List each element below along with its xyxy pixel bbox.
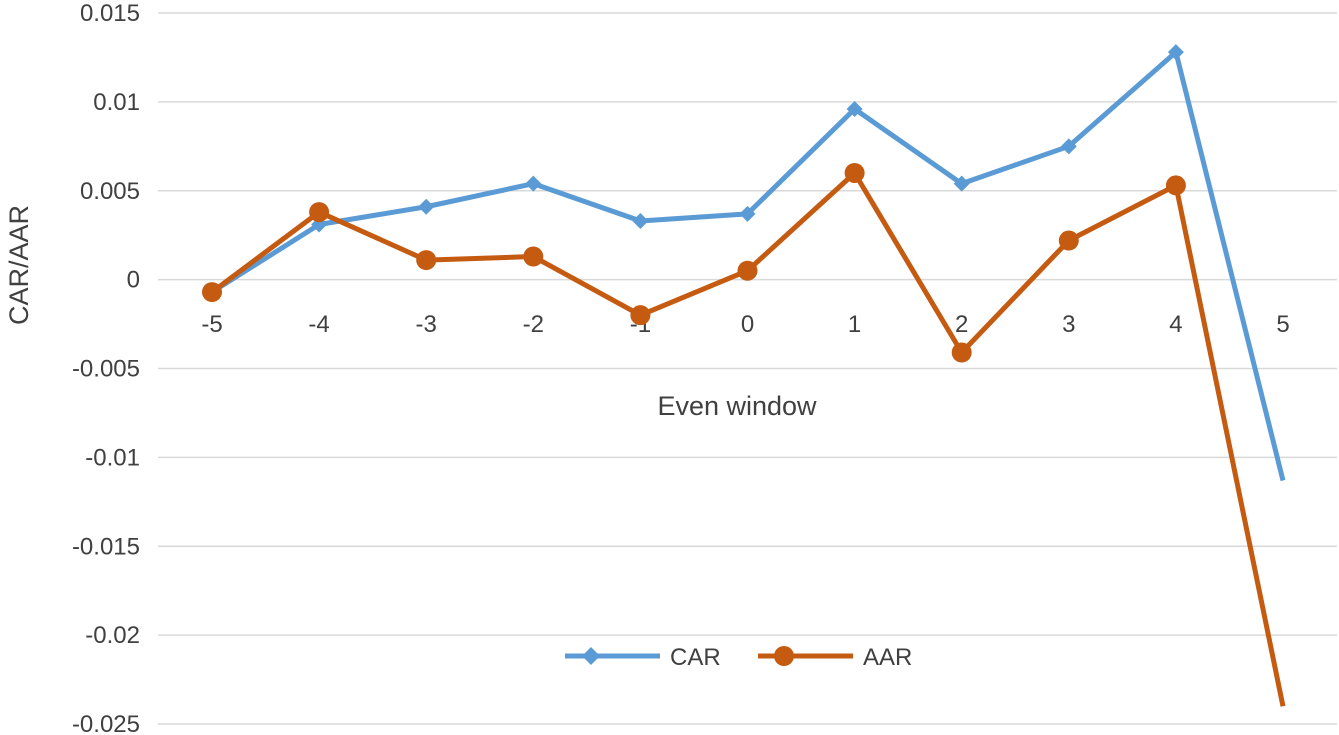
legend-marker xyxy=(582,647,600,665)
x-axis-label: Even window xyxy=(657,391,817,421)
data-point-car xyxy=(525,175,542,192)
data-point-car xyxy=(1167,44,1184,61)
legend-label: AAR xyxy=(863,644,912,671)
legend: CAR AAR xyxy=(565,644,912,671)
gridlines xyxy=(158,12,1337,725)
y-tick-label: -0.01 xyxy=(85,444,140,471)
data-point-car xyxy=(632,212,649,229)
data-point-aar xyxy=(523,246,544,267)
y-tick-label: 0.005 xyxy=(80,178,140,205)
data-point-aar xyxy=(844,162,865,183)
y-tick-label: -0.005 xyxy=(72,356,140,383)
x-tick-label: -5 xyxy=(201,311,222,338)
data-point-aar xyxy=(951,342,972,363)
x-tick-label: -4 xyxy=(308,311,329,338)
x-tick-label: 0 xyxy=(741,311,754,338)
y-tick-labels: 0.015 0.01 0.005 0 -0.005 -0.01 -0.015 -0.02 -0.… xyxy=(72,0,140,735)
x-tick-label: 4 xyxy=(1169,311,1182,338)
y-tick-label: 0.01 xyxy=(93,89,140,116)
y-tick-label: 0 xyxy=(127,267,140,294)
legend-item-car: CAR xyxy=(565,644,721,671)
data-point-car xyxy=(953,175,970,192)
legend-marker xyxy=(774,646,794,666)
x-tick-label: 2 xyxy=(955,311,968,338)
data-point-car xyxy=(739,205,756,222)
y-axis-label: CAR/AAR xyxy=(4,205,34,325)
y-tick-label: -0.015 xyxy=(72,533,140,560)
data-point-car xyxy=(846,100,863,117)
data-point-aar xyxy=(416,250,437,271)
data-point-aar xyxy=(630,305,651,326)
data-point-aar xyxy=(1165,175,1186,196)
y-tick-label: -0.02 xyxy=(85,622,140,649)
data-point-car xyxy=(418,198,435,215)
data-point-aar xyxy=(737,260,758,281)
x-tick-label: -2 xyxy=(523,311,544,338)
data-point-aar xyxy=(309,202,330,223)
y-tick-label: -0.025 xyxy=(72,711,140,735)
series-lines xyxy=(202,44,1286,707)
data-point-car xyxy=(1060,138,1077,155)
x-tick-label: 1 xyxy=(848,311,861,338)
legend-item-aar: AAR xyxy=(758,644,912,671)
x-tick-labels: -5-4-3-2-1012345 xyxy=(201,311,1289,338)
x-tick-label: 3 xyxy=(1062,311,1075,338)
data-point-aar xyxy=(202,282,222,303)
x-tick-label: 5 xyxy=(1276,311,1289,338)
series-aar xyxy=(202,162,1286,707)
y-tick-label: 0.015 xyxy=(80,0,140,27)
legend-label: CAR xyxy=(670,644,721,671)
series-line-aar xyxy=(210,170,1286,707)
data-point-aar xyxy=(1058,230,1079,251)
x-tick-label: -3 xyxy=(416,311,437,338)
